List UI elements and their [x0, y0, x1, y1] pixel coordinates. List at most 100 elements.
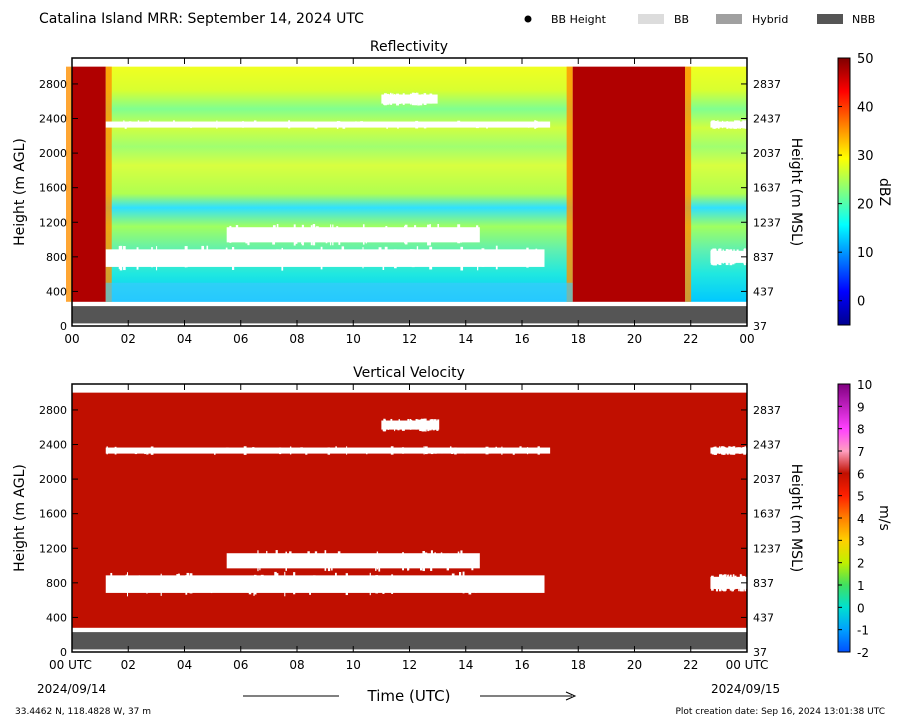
legend-label: BB Height — [551, 13, 607, 26]
missing-data-speck — [314, 124, 318, 129]
missing-data-speck — [734, 448, 738, 453]
y2tick-label: 2837 — [753, 404, 781, 417]
colorbar-tick-label: 0 — [857, 295, 865, 310]
missing-data-speck — [460, 246, 464, 271]
missing-data-speck — [417, 92, 419, 98]
missing-data-speck — [429, 246, 433, 270]
y2tick-label: 1637 — [753, 508, 781, 521]
missing-data-speck — [415, 120, 419, 129]
missing-data-speck — [744, 446, 747, 455]
missing-data-speck — [232, 247, 235, 270]
missing-data-speck — [488, 447, 491, 454]
missing-data-speck — [394, 426, 396, 432]
missing-data-speck — [125, 574, 128, 593]
missing-data-speck — [434, 96, 437, 101]
missing-data-speck — [378, 559, 381, 572]
missing-data-speck — [365, 231, 367, 244]
missing-data-speck — [366, 451, 368, 455]
missing-data-speck — [284, 571, 286, 597]
missing-data-speck — [257, 550, 259, 572]
xtick-label: 00 — [64, 332, 79, 346]
missing-data-speck — [738, 252, 741, 263]
missing-data-speck — [426, 424, 428, 430]
missing-data-speck — [411, 249, 415, 268]
missing-data-speck — [409, 418, 412, 430]
missing-data-speck — [475, 121, 479, 129]
missing-data-speck — [186, 572, 189, 592]
missing-data-speck — [274, 571, 277, 591]
missing-data-speck — [336, 121, 339, 129]
missing-data-speck — [350, 230, 353, 237]
missing-data-speck — [253, 120, 257, 128]
missing-data-speck — [427, 423, 430, 432]
velocity-title: Vertical Velocity — [353, 365, 465, 381]
missing-data-speck — [119, 245, 123, 271]
missing-data-speck — [410, 419, 413, 425]
missing-data-speck — [136, 247, 139, 270]
missing-data-speck — [290, 253, 293, 265]
missing-data-speck — [497, 121, 499, 126]
missing-data-speck — [120, 247, 122, 256]
missing-data-speck — [476, 225, 479, 237]
missing-data-speck — [711, 575, 714, 591]
colorbar-tick-label: -1 — [857, 624, 869, 638]
missing-data-speck — [437, 223, 440, 241]
colorbar-tick-label: 10 — [857, 246, 874, 261]
missing-data-speck — [416, 246, 419, 265]
missing-data-speck — [459, 572, 462, 593]
missing-data-speck — [376, 551, 379, 570]
y2tick-label: 837 — [753, 251, 774, 264]
missing-data-speck — [477, 259, 479, 271]
missing-data-speck — [460, 228, 462, 243]
bright-band-legend: BB Height BB Hybrid NBB — [524, 13, 875, 26]
rain-edge — [105, 66, 112, 302]
missing-data-speck — [176, 574, 179, 588]
velocity-colorbar-label: m/s — [876, 505, 892, 531]
arrow-head-icon — [565, 691, 577, 701]
missing-data-speck — [414, 93, 418, 106]
missing-data-speck — [260, 252, 263, 262]
xtick-label: 18 — [571, 332, 586, 346]
missing-data-gap — [105, 575, 545, 593]
missing-data-speck — [419, 419, 422, 430]
ytick-label: 2800 — [39, 404, 67, 417]
missing-data-speck — [106, 446, 108, 455]
missing-data-speck — [738, 450, 742, 454]
missing-data-speck — [362, 224, 365, 245]
missing-data-speck — [277, 554, 280, 562]
missing-data-speck — [446, 553, 450, 571]
colorbar-tick-label: 4 — [857, 512, 865, 526]
missing-data-speck — [727, 254, 731, 262]
y2tick-label: 837 — [753, 577, 774, 590]
velocity-colorbar-ticks: -2 -1 0 1 2 3 4 5 6 7 8 9 10 — [838, 378, 872, 660]
missing-data-speck — [327, 554, 331, 572]
ytick-label: 0 — [60, 646, 67, 659]
xtick-label: 22 — [683, 332, 698, 346]
missing-data-speck — [417, 96, 420, 106]
missing-data-speck — [384, 93, 387, 104]
ytick-label: 2400 — [39, 439, 67, 452]
missing-data-speck — [245, 231, 248, 244]
rain-period — [572, 66, 686, 302]
missing-data-speck — [735, 120, 738, 125]
reflectivity-y2label: Height (m MSL) — [788, 138, 804, 247]
missing-data-speck — [432, 420, 435, 431]
reflectivity-ylabel: Height (m AGL) — [12, 138, 28, 246]
missing-data-speck — [736, 249, 739, 261]
colorbar-tick-label: 10 — [857, 378, 872, 392]
missing-data-speck — [522, 577, 525, 591]
xtick-label: 16 — [514, 332, 529, 346]
missing-data-speck — [475, 580, 477, 593]
missing-data-speck — [729, 249, 733, 266]
colorbar-tick-label: 30 — [857, 149, 874, 164]
missing-data-speck — [390, 446, 394, 455]
xtick-label: 06 — [233, 658, 248, 672]
missing-data-speck — [401, 95, 403, 104]
missing-data-speck — [213, 447, 216, 455]
missing-data-speck — [430, 450, 434, 455]
missing-data-speck — [716, 254, 719, 265]
y2tick-label: 2437 — [753, 439, 781, 452]
missing-data-speck — [345, 573, 348, 596]
xtick-label: 02 — [121, 332, 136, 346]
missing-data-speck — [535, 121, 539, 125]
